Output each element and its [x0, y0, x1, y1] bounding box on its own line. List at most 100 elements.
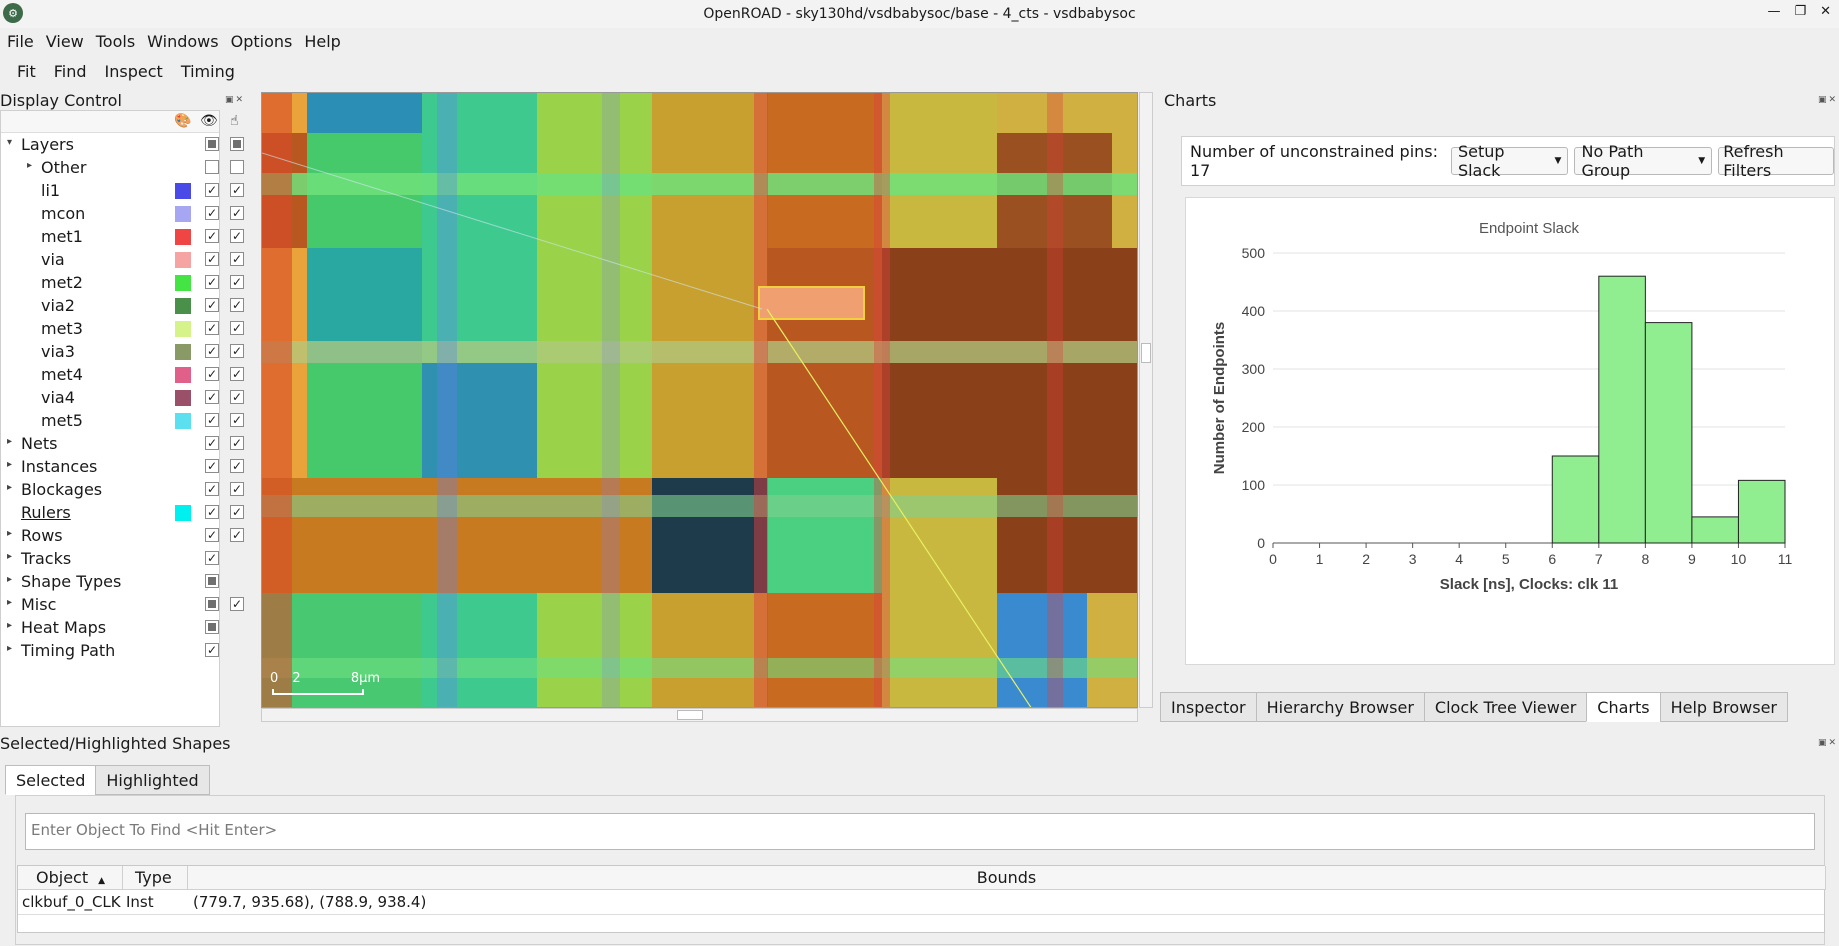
visible-checkbox[interactable]: ✓	[205, 298, 219, 312]
display-control-row-rows[interactable]: ▸ Rows ✓ ✓	[1, 524, 244, 547]
layer-color-swatch[interactable]	[175, 390, 191, 406]
display-control-row-heat-maps[interactable]: ▸ Heat Maps	[1, 616, 219, 639]
layer-color-swatch[interactable]	[175, 367, 191, 383]
menu-help[interactable]: Help	[304, 32, 341, 51]
tab-selected[interactable]: Selected	[5, 765, 97, 795]
layer-color-swatch[interactable]	[175, 183, 191, 199]
visible-checkbox[interactable]: ✓	[205, 344, 219, 358]
selectable-checkbox[interactable]: ✓	[230, 275, 244, 289]
display-control-row-via[interactable]: via ✓ ✓	[1, 248, 244, 271]
display-control-row-met5[interactable]: met5 ✓ ✓	[1, 409, 244, 432]
menu-view[interactable]: View	[45, 32, 84, 51]
layer-color-swatch[interactable]	[175, 275, 191, 291]
maximize-icon[interactable]: ❐	[1794, 4, 1807, 19]
visible-checkbox[interactable]: ✓	[205, 459, 219, 473]
selectable-checkbox[interactable]: ✓	[230, 528, 244, 542]
selectable-checkbox[interactable]: ✓	[230, 298, 244, 312]
layer-color-swatch[interactable]	[175, 413, 191, 429]
refresh-filters-button[interactable]: Refresh Filters	[1718, 142, 1834, 180]
selectable-checkbox[interactable]: ✓	[230, 459, 244, 473]
visible-checkbox[interactable]: ✓	[205, 436, 219, 450]
layer-color-swatch[interactable]	[175, 344, 191, 360]
visible-checkbox[interactable]: ✓	[205, 551, 219, 565]
display-control-row-other[interactable]: ▸ Other	[1, 156, 244, 179]
visible-checkbox[interactable]: ✓	[205, 206, 219, 220]
tab-inspector[interactable]: Inspector	[1160, 692, 1257, 722]
display-control-row-timing-path[interactable]: ▸ Timing Path ✓	[1, 639, 219, 662]
visible-checkbox[interactable]: ✓	[205, 643, 219, 657]
fit-button[interactable]: Fit	[17, 62, 36, 81]
selectable-checkbox[interactable]: ✓	[230, 206, 244, 220]
row-object[interactable]: clkbuf_0_CLK	[22, 893, 121, 911]
col-object[interactable]: Object ▲	[18, 866, 123, 890]
visible-checkbox[interactable]: ✓	[205, 252, 219, 266]
display-control-row-via3[interactable]: via3 ✓ ✓	[1, 340, 244, 363]
visible-checkbox[interactable]: ✓	[205, 229, 219, 243]
expand-right-icon[interactable]: ▸	[7, 551, 13, 562]
display-control-row-rulers[interactable]: Rulers ✓ ✓	[1, 501, 244, 524]
path-group-select[interactable]: No Path Group ▼	[1574, 142, 1713, 180]
menu-windows[interactable]: Windows	[147, 32, 219, 51]
col-type[interactable]: Type	[123, 866, 188, 890]
display-control-row-layers[interactable]: ▾ Layers	[1, 133, 244, 156]
display-control-row-via4[interactable]: via4 ✓ ✓	[1, 386, 244, 409]
visible-checkbox[interactable]: ✓	[205, 367, 219, 381]
selectable-checkbox[interactable]: ✓	[230, 367, 244, 381]
expand-right-icon[interactable]: ▸	[7, 459, 13, 470]
selectable-checkbox[interactable]	[230, 137, 244, 151]
visible-checkbox[interactable]: ✓	[205, 183, 219, 197]
expand-right-icon[interactable]: ▸	[7, 436, 13, 447]
close-icon[interactable]: ✕	[1820, 4, 1831, 19]
visible-checkbox[interactable]: ✓	[205, 505, 219, 519]
col-bounds[interactable]: Bounds	[188, 866, 1826, 890]
tab-highlighted[interactable]: Highlighted	[95, 765, 210, 795]
layout-viewer[interactable]: 0 2 8μm	[261, 92, 1138, 708]
row-type[interactable]: Inst	[126, 893, 154, 911]
menu-tools[interactable]: Tools	[95, 32, 136, 51]
selectable-checkbox[interactable]: ✓	[230, 436, 244, 450]
expand-right-icon[interactable]: ▸	[7, 528, 13, 539]
minimize-icon[interactable]: —	[1767, 4, 1781, 19]
expand-right-icon[interactable]: ▸	[7, 643, 13, 654]
display-control-row-nets[interactable]: ▸ Nets ✓ ✓	[1, 432, 244, 455]
selectable-checkbox[interactable]: ✓	[230, 252, 244, 266]
selectable-checkbox[interactable]: ✓	[230, 321, 244, 335]
visible-checkbox[interactable]	[205, 160, 219, 174]
tab-clock-tree-viewer[interactable]: Clock Tree Viewer	[1423, 692, 1588, 722]
layer-color-swatch[interactable]	[175, 206, 191, 222]
selected-dock-float-close-icon[interactable]: ▣✕	[1818, 738, 1839, 748]
inspect-button[interactable]: Inspect	[104, 62, 163, 81]
slack-mode-select[interactable]: Setup Slack ▼	[1450, 142, 1569, 180]
selectable-checkbox[interactable]: ✓	[230, 183, 244, 197]
selectable-checkbox[interactable]	[230, 160, 244, 174]
display-control-row-instances[interactable]: ▸ Instances ✓ ✓	[1, 455, 244, 478]
tab-hierarchy-browser[interactable]: Hierarchy Browser	[1255, 692, 1425, 722]
visible-checkbox[interactable]: ✓	[205, 390, 219, 404]
selectable-checkbox[interactable]: ✓	[230, 482, 244, 496]
display-control-row-misc[interactable]: ▸ Misc ✓	[1, 593, 244, 616]
row-bounds[interactable]: (779.7, 935.68), (788.9, 938.4)	[193, 893, 427, 911]
layer-color-swatch[interactable]	[175, 505, 191, 521]
menu-options[interactable]: Options	[230, 32, 293, 51]
selectable-checkbox[interactable]: ✓	[230, 229, 244, 243]
timing-button[interactable]: Timing	[180, 62, 235, 81]
display-control-row-via2[interactable]: via2 ✓ ✓	[1, 294, 244, 317]
find-button[interactable]: Find	[53, 62, 87, 81]
visible-checkbox[interactable]	[205, 620, 219, 634]
expand-right-icon[interactable]: ▸	[7, 597, 13, 608]
visible-checkbox[interactable]	[205, 574, 219, 588]
selectable-checkbox[interactable]: ✓	[230, 344, 244, 358]
find-object-input[interactable]: Enter Object To Find <Hit Enter>	[25, 813, 1815, 850]
layer-color-swatch[interactable]	[175, 229, 191, 245]
tab-charts[interactable]: Charts	[1586, 692, 1661, 722]
expand-right-icon[interactable]: ▸	[7, 620, 13, 631]
display-control-row-li1[interactable]: li1 ✓ ✓	[1, 179, 244, 202]
selectable-checkbox[interactable]: ✓	[230, 505, 244, 519]
selectable-checkbox[interactable]: ✓	[230, 597, 244, 611]
display-control-row-met3[interactable]: met3 ✓ ✓	[1, 317, 244, 340]
display-control-row-met2[interactable]: met2 ✓ ✓	[1, 271, 244, 294]
layer-color-swatch[interactable]	[175, 321, 191, 337]
expand-right-icon[interactable]: ▸	[27, 160, 33, 171]
visible-checkbox[interactable]	[205, 597, 219, 611]
viewer-vertical-scrollbar[interactable]	[1139, 92, 1153, 708]
